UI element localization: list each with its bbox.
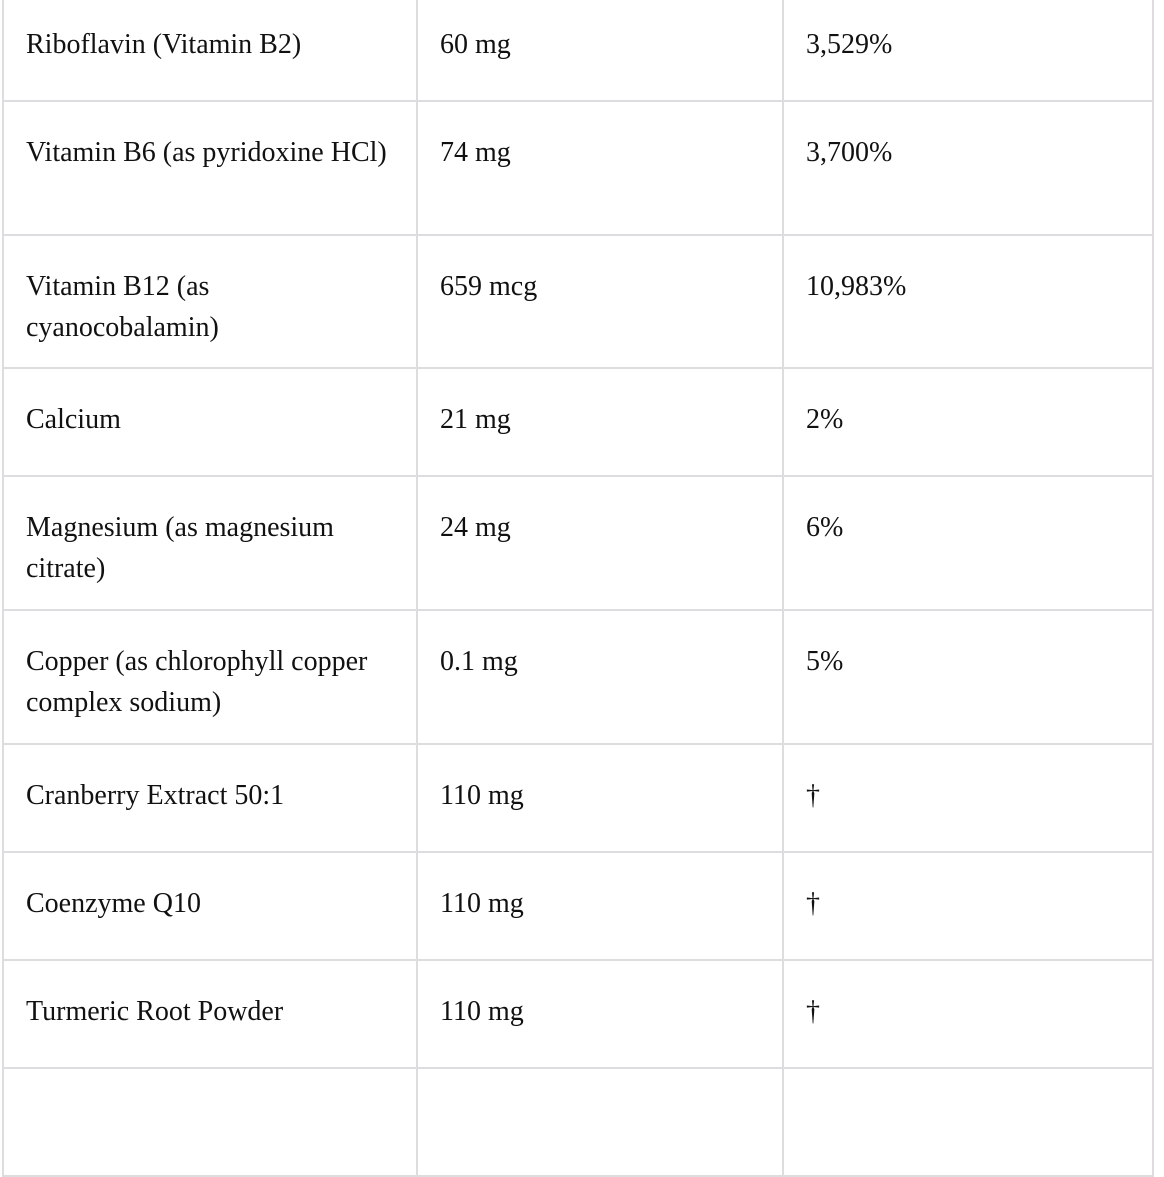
daily-value-cell: 3,529% (782, 0, 1154, 100)
daily-value-cell: † (782, 745, 1154, 851)
nutrient-name-cell: Riboflavin (Vitamin B2) (2, 0, 416, 100)
daily-value-cell: 6% (782, 477, 1154, 609)
nutrient-name-cell: Copper (as chlorophyll copper complex so… (2, 611, 416, 743)
table-row (2, 1069, 1154, 1177)
amount-cell: 21 mg (416, 369, 782, 475)
empty-cell (782, 1069, 1154, 1175)
amount-cell: 659 mcg (416, 236, 782, 367)
amount-cell: 24 mg (416, 477, 782, 609)
table-row: Coenzyme Q10 110 mg † (2, 853, 1154, 961)
amount-cell: 60 mg (416, 0, 782, 100)
table-row: Calcium 21 mg 2% (2, 369, 1154, 477)
daily-value-cell: † (782, 853, 1154, 959)
amount-cell: 110 mg (416, 961, 782, 1067)
daily-value-cell: 3,700% (782, 102, 1154, 234)
amount-cell: 0.1 mg (416, 611, 782, 743)
nutrient-name-cell: Cranberry Extract 50:1 (2, 745, 416, 851)
nutrient-name-cell: Vitamin B12 (as cyanocobalamin) (2, 236, 416, 367)
table-row: Riboflavin (Vitamin B2) 60 mg 3,529% (2, 0, 1154, 102)
table-row: Cranberry Extract 50:1 110 mg † (2, 745, 1154, 853)
nutrient-name-cell: Turmeric Root Powder (2, 961, 416, 1067)
daily-value-cell: 10,983% (782, 236, 1154, 367)
daily-value-cell: 2% (782, 369, 1154, 475)
table-row: Magnesium (as magnesium citrate) 24 mg 6% (2, 477, 1154, 611)
empty-cell (416, 1069, 782, 1175)
nutrient-name-cell: Magnesium (as magnesium citrate) (2, 477, 416, 609)
table-row: Vitamin B12 (as cyanocobalamin) 659 mcg 10… (2, 236, 1154, 369)
amount-cell: 110 mg (416, 853, 782, 959)
nutrient-name-cell: Calcium (2, 369, 416, 475)
table-row: Turmeric Root Powder 110 mg † (2, 961, 1154, 1069)
amount-cell: 74 mg (416, 102, 782, 234)
nutrient-name-cell: Coenzyme Q10 (2, 853, 416, 959)
nutrient-name-cell: Vitamin B6 (as pyridoxine HCl) (2, 102, 416, 234)
amount-cell: 110 mg (416, 745, 782, 851)
daily-value-cell: † (782, 961, 1154, 1067)
empty-cell (2, 1069, 416, 1175)
daily-value-cell: 5% (782, 611, 1154, 743)
table-row: Vitamin B6 (as pyridoxine HCl) 74 mg 3,700… (2, 102, 1154, 236)
table-row: Copper (as chlorophyll copper complex so… (2, 611, 1154, 745)
